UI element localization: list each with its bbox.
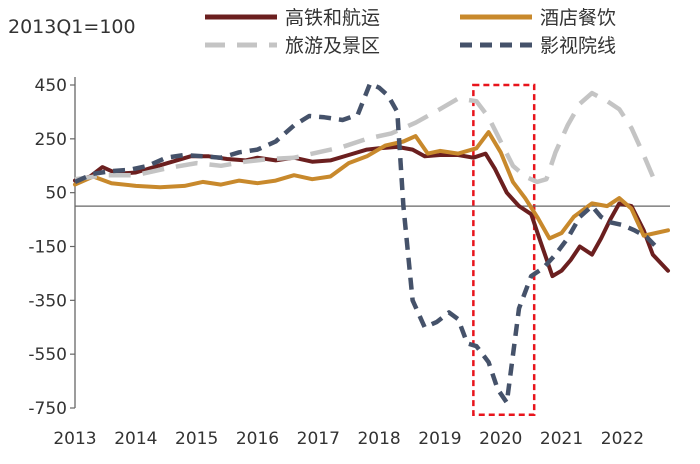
- y-tick-label: -150: [28, 238, 67, 258]
- y-tick-label: 450: [35, 76, 67, 96]
- x-tick-label: 2014: [114, 429, 157, 449]
- highlight-box: [472, 83, 536, 416]
- y-tick-label: -750: [28, 399, 67, 419]
- x-tick-label: 2020: [479, 429, 522, 449]
- x-tick-label: 2013: [53, 429, 96, 449]
- x-tick-label: 2017: [297, 429, 340, 449]
- y-tick-label: 50: [45, 184, 67, 204]
- x-tick-label: 2022: [601, 429, 644, 449]
- series-line-2: [73, 130, 670, 241]
- x-tick-label: 2016: [236, 429, 279, 449]
- legend-label-3: 旅游及景区: [285, 35, 380, 57]
- x-tick-label: 2018: [357, 429, 400, 449]
- x-tick-label: 2019: [418, 429, 461, 449]
- chart-subtitle: 2013Q1=100: [8, 16, 136, 38]
- legend-label-2: 酒店餐饮: [540, 7, 616, 29]
- series-line-1: [73, 144, 670, 279]
- legend-label-4: 影视院线: [540, 35, 616, 57]
- series-line-3: [74, 90, 655, 185]
- x-tick-label: 2015: [175, 429, 218, 449]
- x-tick-label: 2021: [540, 429, 583, 449]
- legend-label-1: 高铁和航运: [285, 7, 380, 29]
- y-tick-label: 250: [35, 130, 67, 150]
- y-tick-label: -350: [28, 291, 67, 311]
- y-tick-label: -550: [28, 345, 67, 365]
- series-line-4: [74, 81, 658, 405]
